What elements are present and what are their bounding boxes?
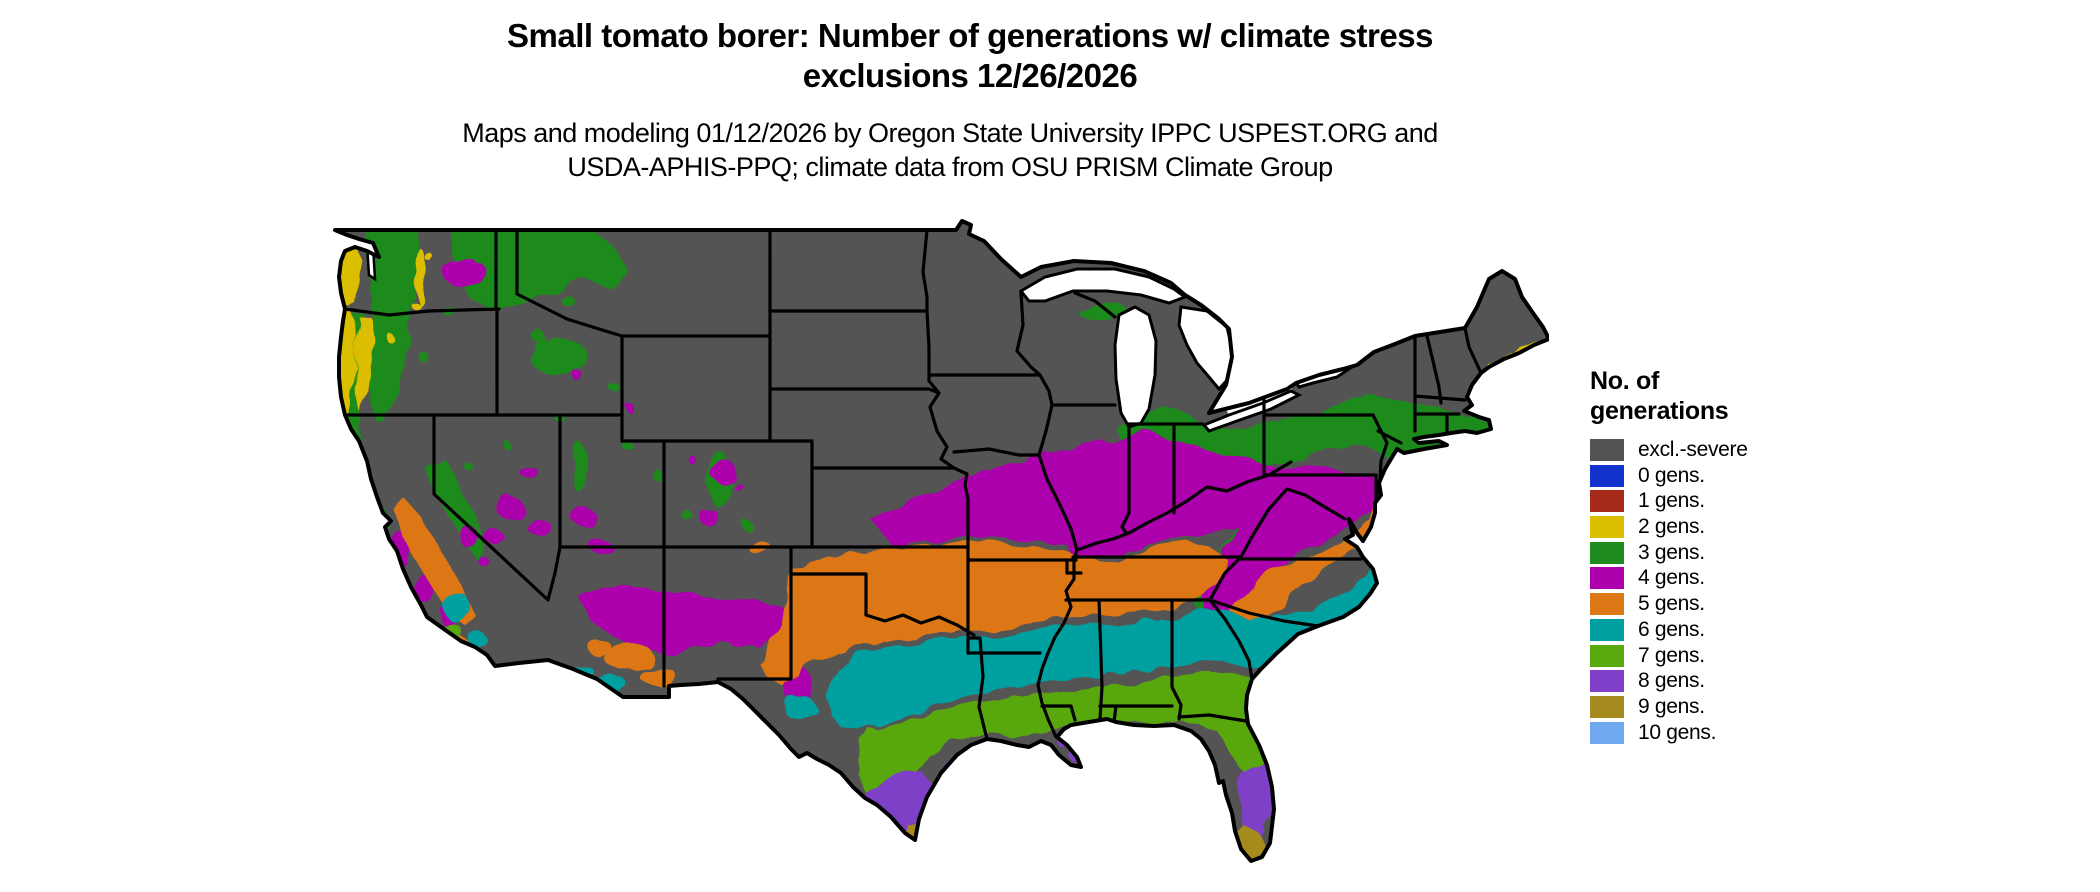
- legend-item: 5 gens.: [1590, 592, 1800, 616]
- legend-label: 4 gens.: [1638, 566, 1705, 590]
- lake-superior: [1018, 267, 1189, 305]
- region-4-gens-nv-4: [520, 466, 538, 478]
- subtitle-line-1: Maps and modeling 01/12/2026 by Oregon S…: [462, 118, 1438, 148]
- region-4-gens-az-nm-band: [579, 585, 791, 655]
- legend-swatch: [1590, 490, 1624, 513]
- legend-label: 10 gens.: [1638, 720, 1717, 744]
- legend-item: 0 gens.: [1590, 463, 1800, 487]
- region-5-gens-az-3: [587, 639, 611, 655]
- legend-label: 7 gens.: [1638, 643, 1705, 667]
- title-line-1: Small tomato borer: Number of generation…: [507, 17, 1433, 54]
- region-4-gens-e-washington: [442, 258, 486, 286]
- region-10-gens-keys-3: [1247, 869, 1253, 875]
- region-5-gens-az-2: [641, 667, 677, 687]
- legend-swatch: [1590, 618, 1624, 641]
- legend-swatch: [1590, 695, 1624, 718]
- legend-label: 3 gens.: [1638, 540, 1705, 564]
- subtitle-line-2: USDA-APHIS-PPQ; climate data from OSU PR…: [567, 152, 1333, 182]
- us-generations-map: [329, 217, 1551, 877]
- region-10-gens-keys-1: [1228, 864, 1234, 870]
- legend-swatch: [1590, 644, 1624, 667]
- lake-erie: [1201, 389, 1303, 433]
- region-7-gens-gulf-band: [857, 673, 1267, 813]
- legend-label: 0 gens.: [1638, 463, 1705, 487]
- legend-item: 6 gens.: [1590, 617, 1800, 641]
- legend-items: excl.-severe 0 gens. 1 gens. 2 gens. 3 g…: [1590, 438, 1800, 744]
- legend-label: 2 gens.: [1638, 515, 1705, 539]
- western-speckles: [385, 251, 754, 567]
- page-subtitle: Maps and modeling 01/12/2026 by Oregon S…: [0, 116, 1900, 184]
- region-4-gens-co-1: [710, 462, 738, 482]
- region-3-gens-upper-peninsula: [1078, 304, 1130, 320]
- legend-label: 8 gens.: [1638, 669, 1705, 693]
- legend-swatch: [1590, 439, 1624, 461]
- legend-swatch: [1590, 541, 1624, 564]
- legend-title-line-2: generations: [1590, 397, 1729, 425]
- legend-item: 7 gens.: [1590, 643, 1800, 667]
- state-borders: [343, 228, 1483, 741]
- legend-item: 9 gens.: [1590, 694, 1800, 718]
- legend-item: 10 gens.: [1590, 720, 1800, 744]
- region-6-gens-pecos: [783, 695, 815, 719]
- region-10-gens-keys-2: [1238, 867, 1244, 873]
- legend-label: 9 gens.: [1638, 694, 1705, 718]
- region-8-gens-florida: [1237, 761, 1272, 839]
- legend-item: 2 gens.: [1590, 515, 1800, 539]
- region-2-gens-willamette: [355, 315, 373, 413]
- legend-swatch: [1590, 721, 1624, 744]
- legend-item: 1 gens.: [1590, 489, 1800, 513]
- region-4-gens-nv-1: [495, 497, 523, 517]
- region-4-gens-nv-3: [484, 530, 504, 544]
- legend-label: 1 gens.: [1638, 489, 1705, 513]
- region-4-gens-ut-1: [572, 508, 596, 526]
- legend-swatch: [1590, 593, 1624, 616]
- region-5-gens-az-1: [604, 643, 654, 671]
- legend-item: 8 gens.: [1590, 669, 1800, 693]
- legend-label: 5 gens.: [1638, 592, 1705, 616]
- region-2-gens-cascade-edge: [416, 249, 426, 305]
- legend-title: No. of generations: [1590, 366, 1800, 426]
- region-5-gens-plains-tennessee: [759, 541, 1229, 687]
- region-10-gens-keys-4: [1256, 867, 1262, 873]
- legend-swatch: [1590, 464, 1624, 487]
- region-4-gens-ca-coast-2: [414, 575, 434, 603]
- legend-item: excl.-severe: [1590, 438, 1800, 461]
- title-line-2: exclusions 12/26/2026: [802, 57, 1138, 94]
- region-5-gens-piedmont: [1215, 503, 1381, 645]
- region-3-gens-central-idaho: [531, 337, 587, 377]
- region-3-gens-wasatch: [571, 442, 587, 492]
- us-outline: [333, 219, 1551, 863]
- region-2-gens-wa-coast: [339, 245, 363, 309]
- legend-item: 4 gens.: [1590, 566, 1800, 590]
- map-svg: [333, 219, 1551, 875]
- legend-label: excl.-severe: [1638, 438, 1748, 461]
- page-title: Small tomato borer: Number of generation…: [0, 16, 1940, 96]
- map-legend: No. of generations excl.-severe 0 gens. …: [1590, 366, 1800, 744]
- region-4-gens-nv-2: [527, 519, 551, 535]
- region-6-gens-ca-valley-s: [445, 591, 469, 623]
- lake-michigan: [1113, 305, 1158, 429]
- region-3-gens-n-rockies: [449, 227, 629, 312]
- legend-swatch: [1590, 516, 1624, 539]
- region-3-gens-cascades: [367, 229, 421, 422]
- legend-label: 6 gens.: [1638, 617, 1705, 641]
- legend-title-line-1: No. of: [1590, 367, 1660, 395]
- region-4-gens-co-2: [699, 509, 719, 525]
- legend-swatch: [1590, 670, 1624, 693]
- legend-swatch: [1590, 567, 1624, 590]
- legend-item: 3 gens.: [1590, 540, 1800, 564]
